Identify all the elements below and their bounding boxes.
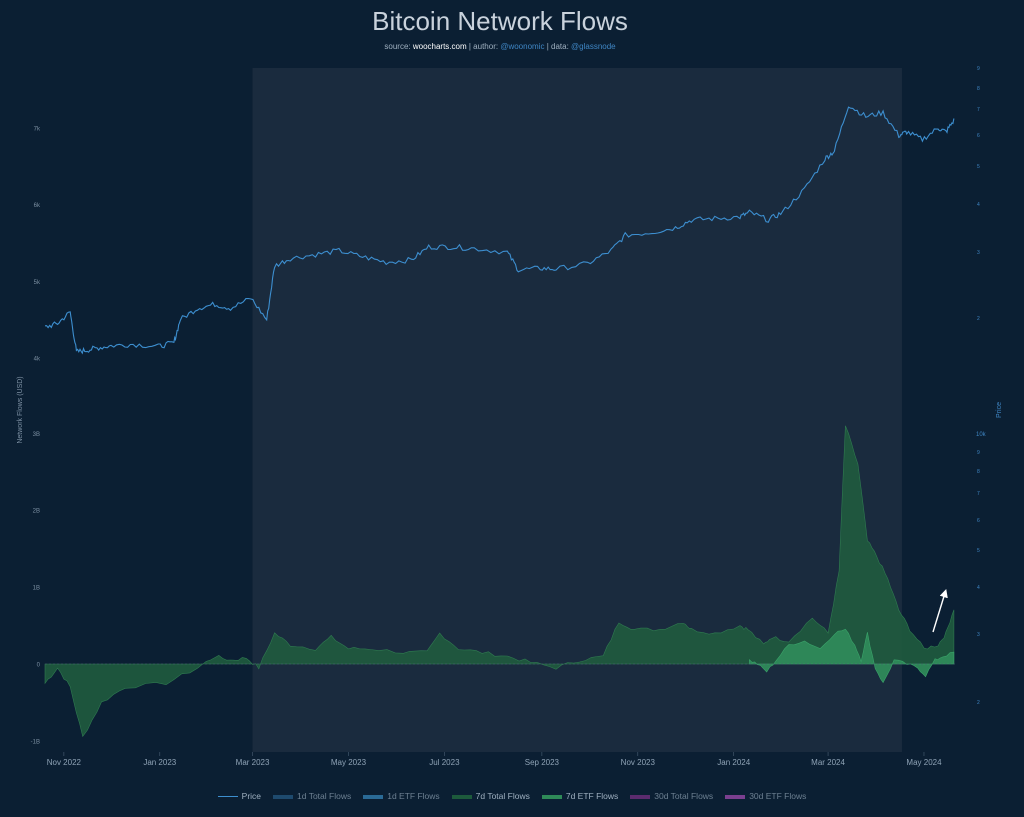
y-right-minor-tick-label: 3 — [977, 250, 980, 256]
legend-swatch — [451, 794, 472, 799]
chart-subtitle: source: woocharts.com | author: @woonomi… — [0, 42, 1000, 51]
y-left-tick-label: 2B — [33, 509, 40, 515]
legend-label: 30d Total Flows — [654, 791, 714, 801]
price-layer — [44, 106, 955, 355]
y-left-tick-label: 6k — [34, 203, 41, 209]
series-price — [44, 106, 955, 355]
legend-label: 1d ETF Flows — [387, 791, 440, 801]
y-right-minor-tick-label: 6 — [977, 133, 980, 139]
legend-item[interactable]: 1d Total Flows — [273, 791, 351, 801]
y-right-minor-tick-label: 5 — [977, 548, 980, 554]
y-right-minor-tick-label: 6 — [977, 518, 980, 524]
y-left-tick-label: 1B — [33, 586, 40, 592]
series-7d-total-flows — [44, 425, 955, 738]
subtitle-source-link[interactable]: woocharts.com — [412, 42, 467, 51]
legend-swatch — [630, 794, 651, 799]
x-tick-label: Sep 2023 — [525, 758, 560, 767]
x-tick-label: May 2024 — [906, 758, 942, 767]
legend-label: Price — [241, 791, 262, 801]
legend-swatch — [217, 796, 238, 798]
x-tick-label: Nov 2023 — [621, 758, 656, 767]
legend-item[interactable]: 7d Total Flows — [451, 791, 530, 801]
y-right-minor-tick-label: 9 — [977, 450, 980, 456]
chart-title: Bitcoin Network Flows — [372, 6, 628, 36]
y-right-minor-tick-label: 2 — [977, 316, 980, 322]
axes-layer: Nov 2022 Jan 2023 Mar 2023 May 2023 Jul 2023… — [17, 66, 1003, 767]
legend-swatch — [541, 794, 562, 799]
y-left-tick-label: 5k — [34, 280, 41, 286]
y-right-minor-tick-label: 5 — [977, 164, 980, 170]
subtitle-author-label: | author: — [468, 42, 499, 51]
x-tick-label: Mar 2024 — [811, 758, 845, 767]
y-right-minor-tick-label: 8 — [977, 86, 980, 92]
y-right-minor-tick-label: 3 — [977, 632, 980, 638]
legend-swatch — [725, 794, 746, 799]
y-left-tick-label: 4k — [34, 357, 41, 363]
y-right-minor-tick-label: 7 — [977, 107, 980, 113]
annotation-layer — [932, 588, 948, 633]
subtitle-data-link[interactable]: @glassnode — [571, 42, 616, 51]
x-tick-label: Jul 2023 — [429, 758, 460, 767]
legend-label: 7d Total Flows — [475, 791, 530, 801]
x-tick-label: Jan 2024 — [717, 758, 750, 767]
y-left-tick-label: 0 — [37, 663, 41, 669]
y-left-tick-label: -1B — [31, 739, 40, 745]
legend-item[interactable]: 7d ETF Flows — [541, 791, 619, 801]
legend-label: 1d Total Flows — [297, 791, 352, 801]
y-axis-label-right: Price — [996, 402, 1003, 418]
flows-layer — [44, 425, 955, 738]
x-tick-label: Mar 2023 — [236, 758, 270, 767]
legend-swatch — [273, 794, 294, 799]
x-tick-label: May 2023 — [331, 758, 367, 767]
subtitle-source-label: source: — [384, 42, 411, 51]
legend-item[interactable]: 30d ETF Flows — [725, 791, 806, 801]
x-tick-label: Jan 2023 — [143, 758, 176, 767]
legend-item[interactable]: Price — [217, 791, 262, 801]
legend-label: 7d ETF Flows — [565, 791, 619, 801]
arrow-up-annotation — [932, 588, 948, 633]
y-right-minor-tick-label: 8 — [977, 469, 980, 475]
series-7d-etf-flows — [749, 628, 955, 684]
y-right-minor-tick-label: 4 — [977, 585, 980, 591]
legend-item[interactable]: 30d Total Flows — [630, 791, 713, 801]
legend-label: 30d ETF Flows — [749, 791, 807, 801]
subtitle-data-label: | data: — [546, 42, 569, 51]
x-tick-label: Nov 2022 — [47, 758, 82, 767]
y-right-minor-tick-label: 4 — [977, 202, 980, 208]
y-left-tick-label: 3B — [33, 432, 40, 438]
y-left-tick-label: 7k — [34, 127, 41, 133]
y-right-minor-tick-label: 7 — [977, 491, 980, 497]
chart-legend: Price 1d Total Flows 1d ETF Flows 7d Total … — [0, 791, 1024, 801]
y-right-minor-tick-label: 2 — [977, 700, 980, 706]
y-right-tick-label: 10k — [976, 432, 987, 438]
y-axis-label-left: Network Flows (USD) — [17, 376, 24, 443]
legend-item[interactable]: 1d ETF Flows — [363, 791, 440, 801]
legend-swatch — [363, 794, 384, 799]
subtitle-author-link[interactable]: @woonomic — [500, 42, 545, 51]
y-right-minor-tick-label: 9 — [977, 66, 980, 72]
